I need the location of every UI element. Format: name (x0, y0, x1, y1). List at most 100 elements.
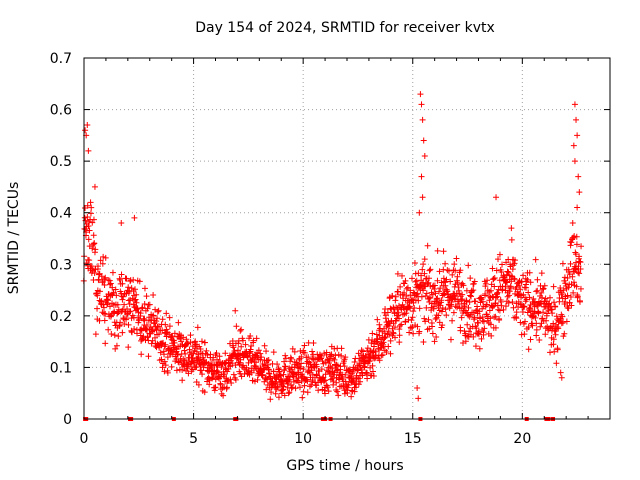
data-point (155, 307, 162, 314)
data-point (445, 267, 452, 274)
data-point (387, 350, 394, 357)
y-tick-label: 0.1 (50, 360, 72, 376)
data-point (246, 349, 253, 356)
data-point (123, 315, 130, 322)
data-point (111, 332, 118, 339)
data-point (315, 387, 322, 394)
data-point (136, 316, 143, 323)
data-point-spike (418, 101, 425, 108)
data-point-spike (414, 385, 421, 392)
data-point (92, 331, 99, 338)
data-point (576, 298, 583, 305)
data-point (187, 332, 194, 339)
data-point (179, 366, 186, 373)
data-point (532, 314, 539, 321)
data-point (555, 325, 562, 332)
data-point (408, 317, 415, 324)
data-point (533, 332, 540, 339)
data-point (499, 286, 506, 293)
data-point (411, 259, 418, 266)
data-point (89, 245, 96, 252)
data-point (516, 291, 523, 298)
data-point (334, 362, 341, 369)
data-point (100, 278, 107, 285)
data-point (85, 236, 92, 243)
data-point (214, 368, 221, 375)
data-point (475, 320, 482, 327)
data-point (109, 284, 116, 291)
data-point (341, 363, 348, 370)
data-point-spike (574, 132, 581, 139)
data-point (525, 289, 532, 296)
data-point (348, 387, 355, 394)
data-point (325, 388, 332, 395)
data-point (512, 257, 519, 264)
data-point (380, 339, 387, 346)
data-point-spike (571, 158, 578, 165)
data-point-spike (557, 369, 564, 376)
data-point (110, 289, 117, 296)
data-point (286, 389, 293, 396)
data-point (370, 373, 377, 380)
data-point (508, 236, 515, 243)
y-tick-label: 0.7 (50, 51, 72, 67)
data-point (364, 375, 371, 382)
data-point (552, 303, 559, 310)
data-point (94, 263, 101, 270)
data-point (376, 321, 383, 328)
data-point (489, 303, 496, 310)
data-point (569, 273, 576, 280)
data-point (447, 278, 454, 285)
data-point (143, 321, 150, 328)
data-point (439, 305, 446, 312)
data-point (161, 351, 168, 358)
data-point (534, 276, 541, 283)
data-point (332, 352, 339, 359)
data-point (207, 351, 214, 358)
data-point (85, 223, 92, 229)
data-point (462, 338, 469, 345)
data-point (447, 336, 454, 343)
data-point (546, 294, 553, 301)
data-point (538, 289, 545, 296)
data-point (434, 247, 441, 254)
data-point (282, 352, 289, 359)
data-point (119, 329, 126, 336)
x-tick-label: 15 (404, 431, 422, 447)
data-point (568, 302, 575, 309)
data-point (421, 256, 428, 263)
data-point-spike (82, 127, 89, 134)
data-point (274, 384, 281, 391)
data-point (112, 286, 119, 293)
data-point (392, 324, 399, 331)
data-point (502, 303, 509, 310)
data-point (119, 280, 126, 287)
data-point (493, 294, 500, 301)
data-point (483, 301, 490, 308)
data-point (252, 359, 259, 366)
data-point (504, 279, 511, 286)
data-point (280, 371, 287, 378)
data-point (498, 298, 505, 305)
data-point-spike (421, 152, 428, 159)
data-point (525, 324, 532, 331)
data-point (395, 288, 402, 295)
data-point (185, 361, 192, 368)
data-point (456, 301, 463, 308)
data-point (216, 353, 223, 360)
data-point (166, 323, 173, 330)
data-point (333, 379, 340, 386)
data-point (246, 368, 253, 375)
data-point (542, 295, 549, 302)
data-point (127, 278, 134, 285)
data-point (240, 362, 247, 369)
data-point (496, 315, 503, 322)
data-point (370, 368, 377, 375)
data-point (570, 279, 577, 286)
data-point (521, 331, 528, 338)
data-point (342, 354, 349, 361)
data-point-spike (417, 91, 424, 98)
data-point (518, 331, 525, 338)
data-point (457, 324, 464, 331)
